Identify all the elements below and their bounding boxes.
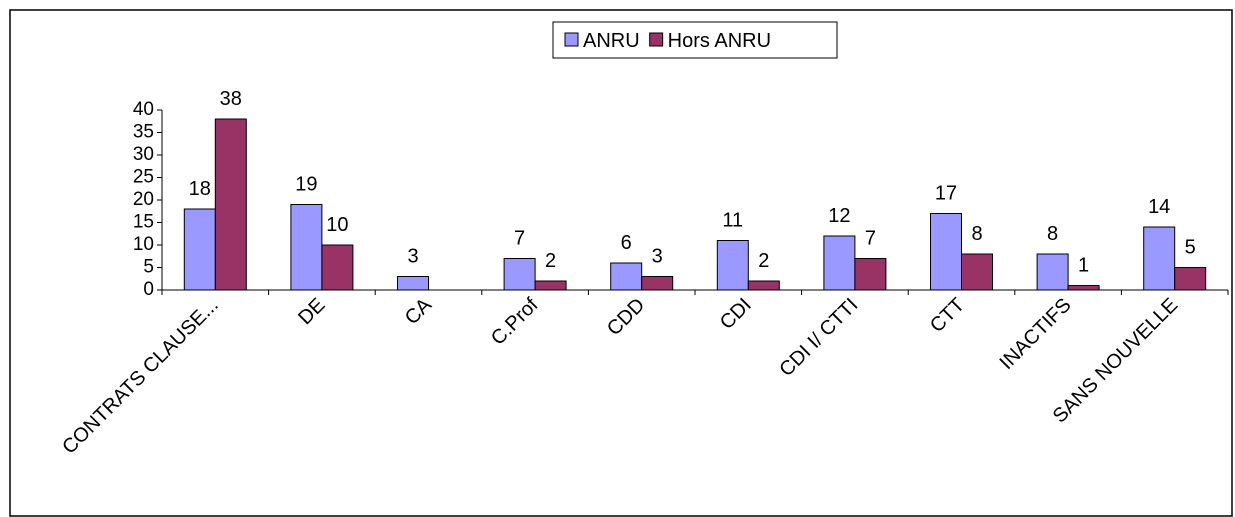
y-tick-label: 20	[133, 189, 154, 210]
legend-swatch	[564, 32, 579, 47]
data-label: 11	[722, 210, 743, 232]
bar	[397, 276, 429, 291]
bar	[610, 262, 643, 291]
bar	[1174, 267, 1207, 291]
bar	[1067, 285, 1100, 291]
data-label: 8	[1047, 223, 1058, 245]
data-label: 2	[758, 250, 769, 272]
data-label: 12	[828, 205, 850, 227]
bar	[823, 235, 856, 291]
y-tick-label: 5	[143, 257, 154, 278]
data-label: 19	[295, 174, 317, 196]
bar	[183, 208, 216, 291]
data-label: 7	[514, 228, 525, 250]
data-label: 2	[545, 250, 556, 272]
bar	[534, 280, 567, 291]
data-label: 3	[652, 246, 663, 268]
bar	[854, 258, 887, 291]
data-label: 18	[189, 178, 211, 200]
y-tick-label: 10	[133, 234, 154, 255]
y-tick-label: 35	[133, 122, 154, 143]
y-tick-label: 40	[133, 99, 154, 120]
data-label: 7	[865, 228, 876, 250]
data-label: 5	[1185, 237, 1196, 259]
bar	[321, 244, 354, 291]
data-label: 1	[1078, 255, 1089, 277]
legend-swatch	[649, 32, 664, 47]
y-tick-label: 15	[133, 212, 154, 233]
data-label: 6	[621, 232, 632, 254]
bar	[716, 240, 749, 291]
data-label: 8	[971, 223, 982, 245]
y-tick-label: 30	[133, 144, 154, 165]
bar	[1143, 226, 1176, 291]
legend-label: Hors ANRU	[668, 30, 771, 52]
data-label: 14	[1148, 196, 1170, 218]
bar	[1036, 253, 1069, 291]
bar	[641, 276, 674, 291]
legend-box	[552, 21, 838, 59]
data-label: 3	[407, 246, 418, 268]
data-label: 38	[220, 88, 242, 110]
bar	[930, 213, 962, 291]
legend-label: ANRU	[583, 30, 640, 52]
data-label: 17	[935, 183, 957, 205]
y-tick-label: 25	[133, 167, 154, 188]
y-tick-label: 0	[143, 279, 154, 300]
bar	[214, 118, 247, 291]
bar	[747, 280, 780, 291]
bar	[290, 204, 323, 291]
data-label: 10	[326, 214, 348, 236]
bar	[961, 253, 993, 291]
bar	[503, 258, 536, 291]
